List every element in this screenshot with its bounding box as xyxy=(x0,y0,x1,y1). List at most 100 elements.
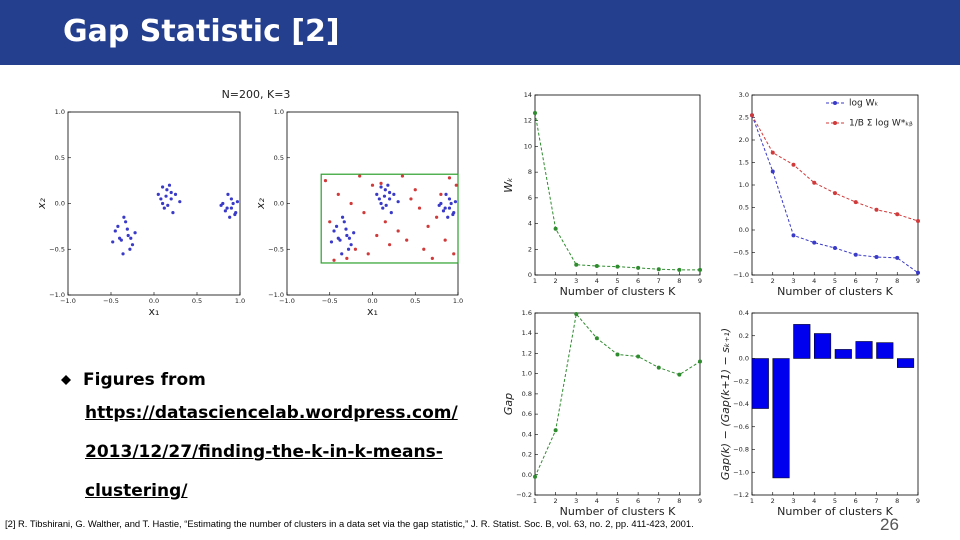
point xyxy=(375,233,379,238)
y-tick-label: 0.5 xyxy=(739,204,749,212)
x-tick-label: 8 xyxy=(895,497,899,505)
x-tick-label: −0.5 xyxy=(103,297,119,305)
point xyxy=(379,181,383,185)
point xyxy=(124,220,128,224)
marker xyxy=(770,169,775,174)
point xyxy=(323,179,328,183)
x-axis-label: x₁ xyxy=(367,305,378,318)
x-tick-label: 6 xyxy=(854,277,858,285)
point xyxy=(417,206,422,210)
line xyxy=(751,115,919,222)
y-tick-label: −0.2 xyxy=(516,491,532,499)
y-tick-label: 0.0 xyxy=(739,226,749,234)
point xyxy=(382,194,387,198)
point xyxy=(388,197,392,201)
marker xyxy=(791,162,796,167)
point xyxy=(164,194,168,198)
marker xyxy=(656,267,661,272)
bullet-icon xyxy=(61,375,71,385)
point xyxy=(133,231,137,235)
legend-label: 1/B Σ log W*ₖᵦ xyxy=(849,119,913,129)
marker xyxy=(636,354,641,359)
y-tick-label: 8 xyxy=(528,168,532,176)
point xyxy=(413,188,417,192)
point xyxy=(116,224,120,228)
x-tick-label: 6 xyxy=(636,277,640,285)
marker xyxy=(874,255,879,259)
link[interactable]: 2013/12/27/finding-the-k-in-k-means- xyxy=(85,442,443,462)
x-tick-label: 1 xyxy=(750,497,754,505)
x-tick-label: 3 xyxy=(574,277,578,285)
line xyxy=(534,112,700,271)
y-tick-label: −0.6 xyxy=(733,423,749,431)
y-tick-label: −0.5 xyxy=(268,245,284,253)
x-tick-label: 7 xyxy=(657,497,661,505)
x-axis-label: x₁ xyxy=(149,305,160,318)
marker xyxy=(916,270,920,275)
point xyxy=(173,192,178,196)
x-tick-label: 6 xyxy=(854,497,858,505)
marker xyxy=(791,233,796,238)
point xyxy=(444,192,448,196)
marker xyxy=(533,111,537,115)
marker xyxy=(874,207,879,212)
x-tick-label: 1 xyxy=(533,497,537,505)
point xyxy=(231,201,235,206)
x-tick-label: 2 xyxy=(554,497,558,505)
point xyxy=(422,247,426,251)
marker xyxy=(615,352,620,357)
point xyxy=(329,240,334,244)
marker xyxy=(770,150,775,155)
y-tick-label: 14 xyxy=(524,91,532,99)
point xyxy=(379,185,383,189)
x-tick-label: 8 xyxy=(895,277,899,285)
marker xyxy=(833,246,837,250)
y-tick-label: 0.0 xyxy=(522,471,532,479)
marker xyxy=(636,265,641,270)
x-axis-label: Number of clusters K xyxy=(777,285,893,298)
y-tick-label: 12 xyxy=(524,117,532,125)
bar xyxy=(772,358,790,479)
x-tick-label: 2 xyxy=(771,277,775,285)
x-tick-label: −1.0 xyxy=(279,297,295,305)
point xyxy=(167,183,172,187)
y-tick-label: 1.5 xyxy=(739,159,749,167)
point xyxy=(345,256,349,260)
y-tick-label: −0.5 xyxy=(733,249,749,257)
link[interactable]: https://datasciencelab.wordpress.com/ xyxy=(85,403,458,423)
point xyxy=(130,243,135,247)
legend-marker xyxy=(833,101,837,105)
point xyxy=(159,197,163,201)
bar xyxy=(897,358,915,368)
point xyxy=(126,233,130,238)
x-tick-label: −1.0 xyxy=(60,297,76,305)
point xyxy=(233,212,237,217)
y-tick-label: 0.4 xyxy=(522,430,532,438)
point xyxy=(219,203,223,207)
point xyxy=(332,229,336,233)
x-tick-label: 5 xyxy=(615,497,619,505)
footnote: [2] R. Tibshirani, G. Walther, and T. Ha… xyxy=(5,518,694,529)
legend-label: log Wₖ xyxy=(849,99,878,109)
x-tick-label: 7 xyxy=(874,277,878,285)
header-bar: Gap Statistic [2] xyxy=(0,0,960,65)
point xyxy=(437,203,441,207)
link[interactable]: clustering/ xyxy=(85,481,188,501)
point xyxy=(396,229,400,233)
point xyxy=(409,197,413,201)
x-tick-label: 7 xyxy=(657,277,661,285)
y-tick-label: 2.0 xyxy=(739,136,749,144)
bar xyxy=(814,333,832,359)
point xyxy=(121,252,125,256)
y-tick-label: 0.8 xyxy=(522,390,532,398)
y-axis-label: Wₖ xyxy=(502,177,515,193)
x-tick-label: 9 xyxy=(916,497,920,505)
y-tick-label: 0 xyxy=(528,271,532,279)
point xyxy=(446,215,450,219)
point xyxy=(389,211,393,215)
x-tick-label: 3 xyxy=(574,497,578,505)
x-tick-label: 2 xyxy=(554,277,558,285)
point xyxy=(342,220,346,224)
point xyxy=(392,192,396,196)
marker xyxy=(656,365,661,370)
